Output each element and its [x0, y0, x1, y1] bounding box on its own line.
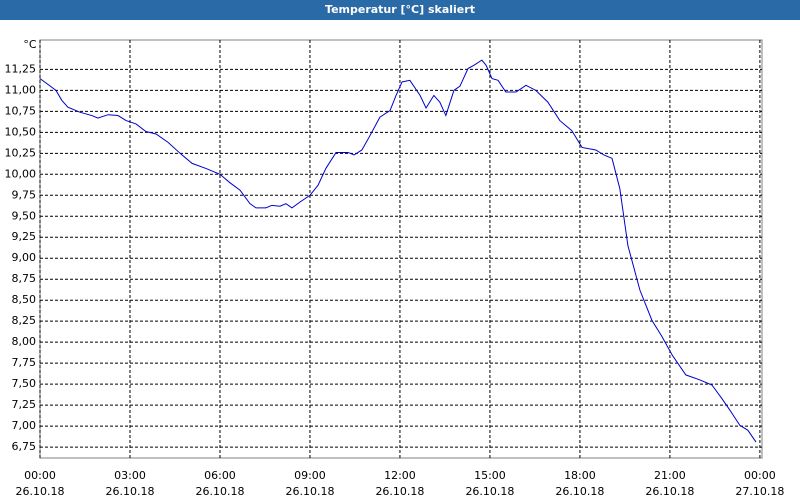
y-tick-label: 10,25	[5, 146, 37, 159]
y-tick-label: 7,00	[12, 419, 37, 432]
data-line	[39, 59, 757, 443]
y-tick-label: 10,00	[5, 167, 37, 180]
y-tick-label: 9,50	[12, 209, 37, 222]
x-tick-label: 09:00 26.10.18	[285, 469, 335, 498]
x-tick-label: 12:00 26.10.18	[375, 469, 425, 498]
plot-frame	[39, 39, 763, 459]
y-tick-label: 8,50	[12, 293, 37, 306]
y-tick-label: 7,25	[12, 398, 37, 411]
y-tick-label: 7,75	[12, 356, 37, 369]
y-tick-label: 8,00	[12, 335, 37, 348]
y-tick-label: 11,25	[5, 62, 37, 75]
y-tick-label: 9,75	[12, 188, 37, 201]
y-axis-unit: °C	[23, 38, 37, 51]
x-tick-label: 03:00 26.10.18	[105, 469, 155, 498]
y-tick-label: 9,00	[12, 251, 37, 264]
x-tick-label: 21:00 26.10.18	[645, 469, 695, 498]
y-tick-label: 8,75	[12, 272, 37, 285]
x-tick-label: 18:00 26.10.18	[555, 469, 605, 498]
y-tick-label: 6,75	[12, 440, 37, 453]
x-tick-label: 00:00 27.10.18	[735, 469, 785, 498]
y-tick-label: 10,50	[5, 125, 37, 138]
y-tick-label: 7,50	[12, 377, 37, 390]
x-tick-label: 06:00 26.10.18	[195, 469, 245, 498]
x-tick-label: 00:00 26.10.18	[15, 469, 65, 498]
chart-title: Temperatur [°C] skaliert	[0, 0, 800, 20]
y-tick-label: 11,00	[5, 83, 37, 96]
y-tick-label: 9,25	[12, 230, 37, 243]
x-tick-label: 15:00 26.10.18	[465, 469, 515, 498]
y-tick-label: 10,75	[5, 104, 37, 117]
y-tick-label: 8,25	[12, 314, 37, 327]
